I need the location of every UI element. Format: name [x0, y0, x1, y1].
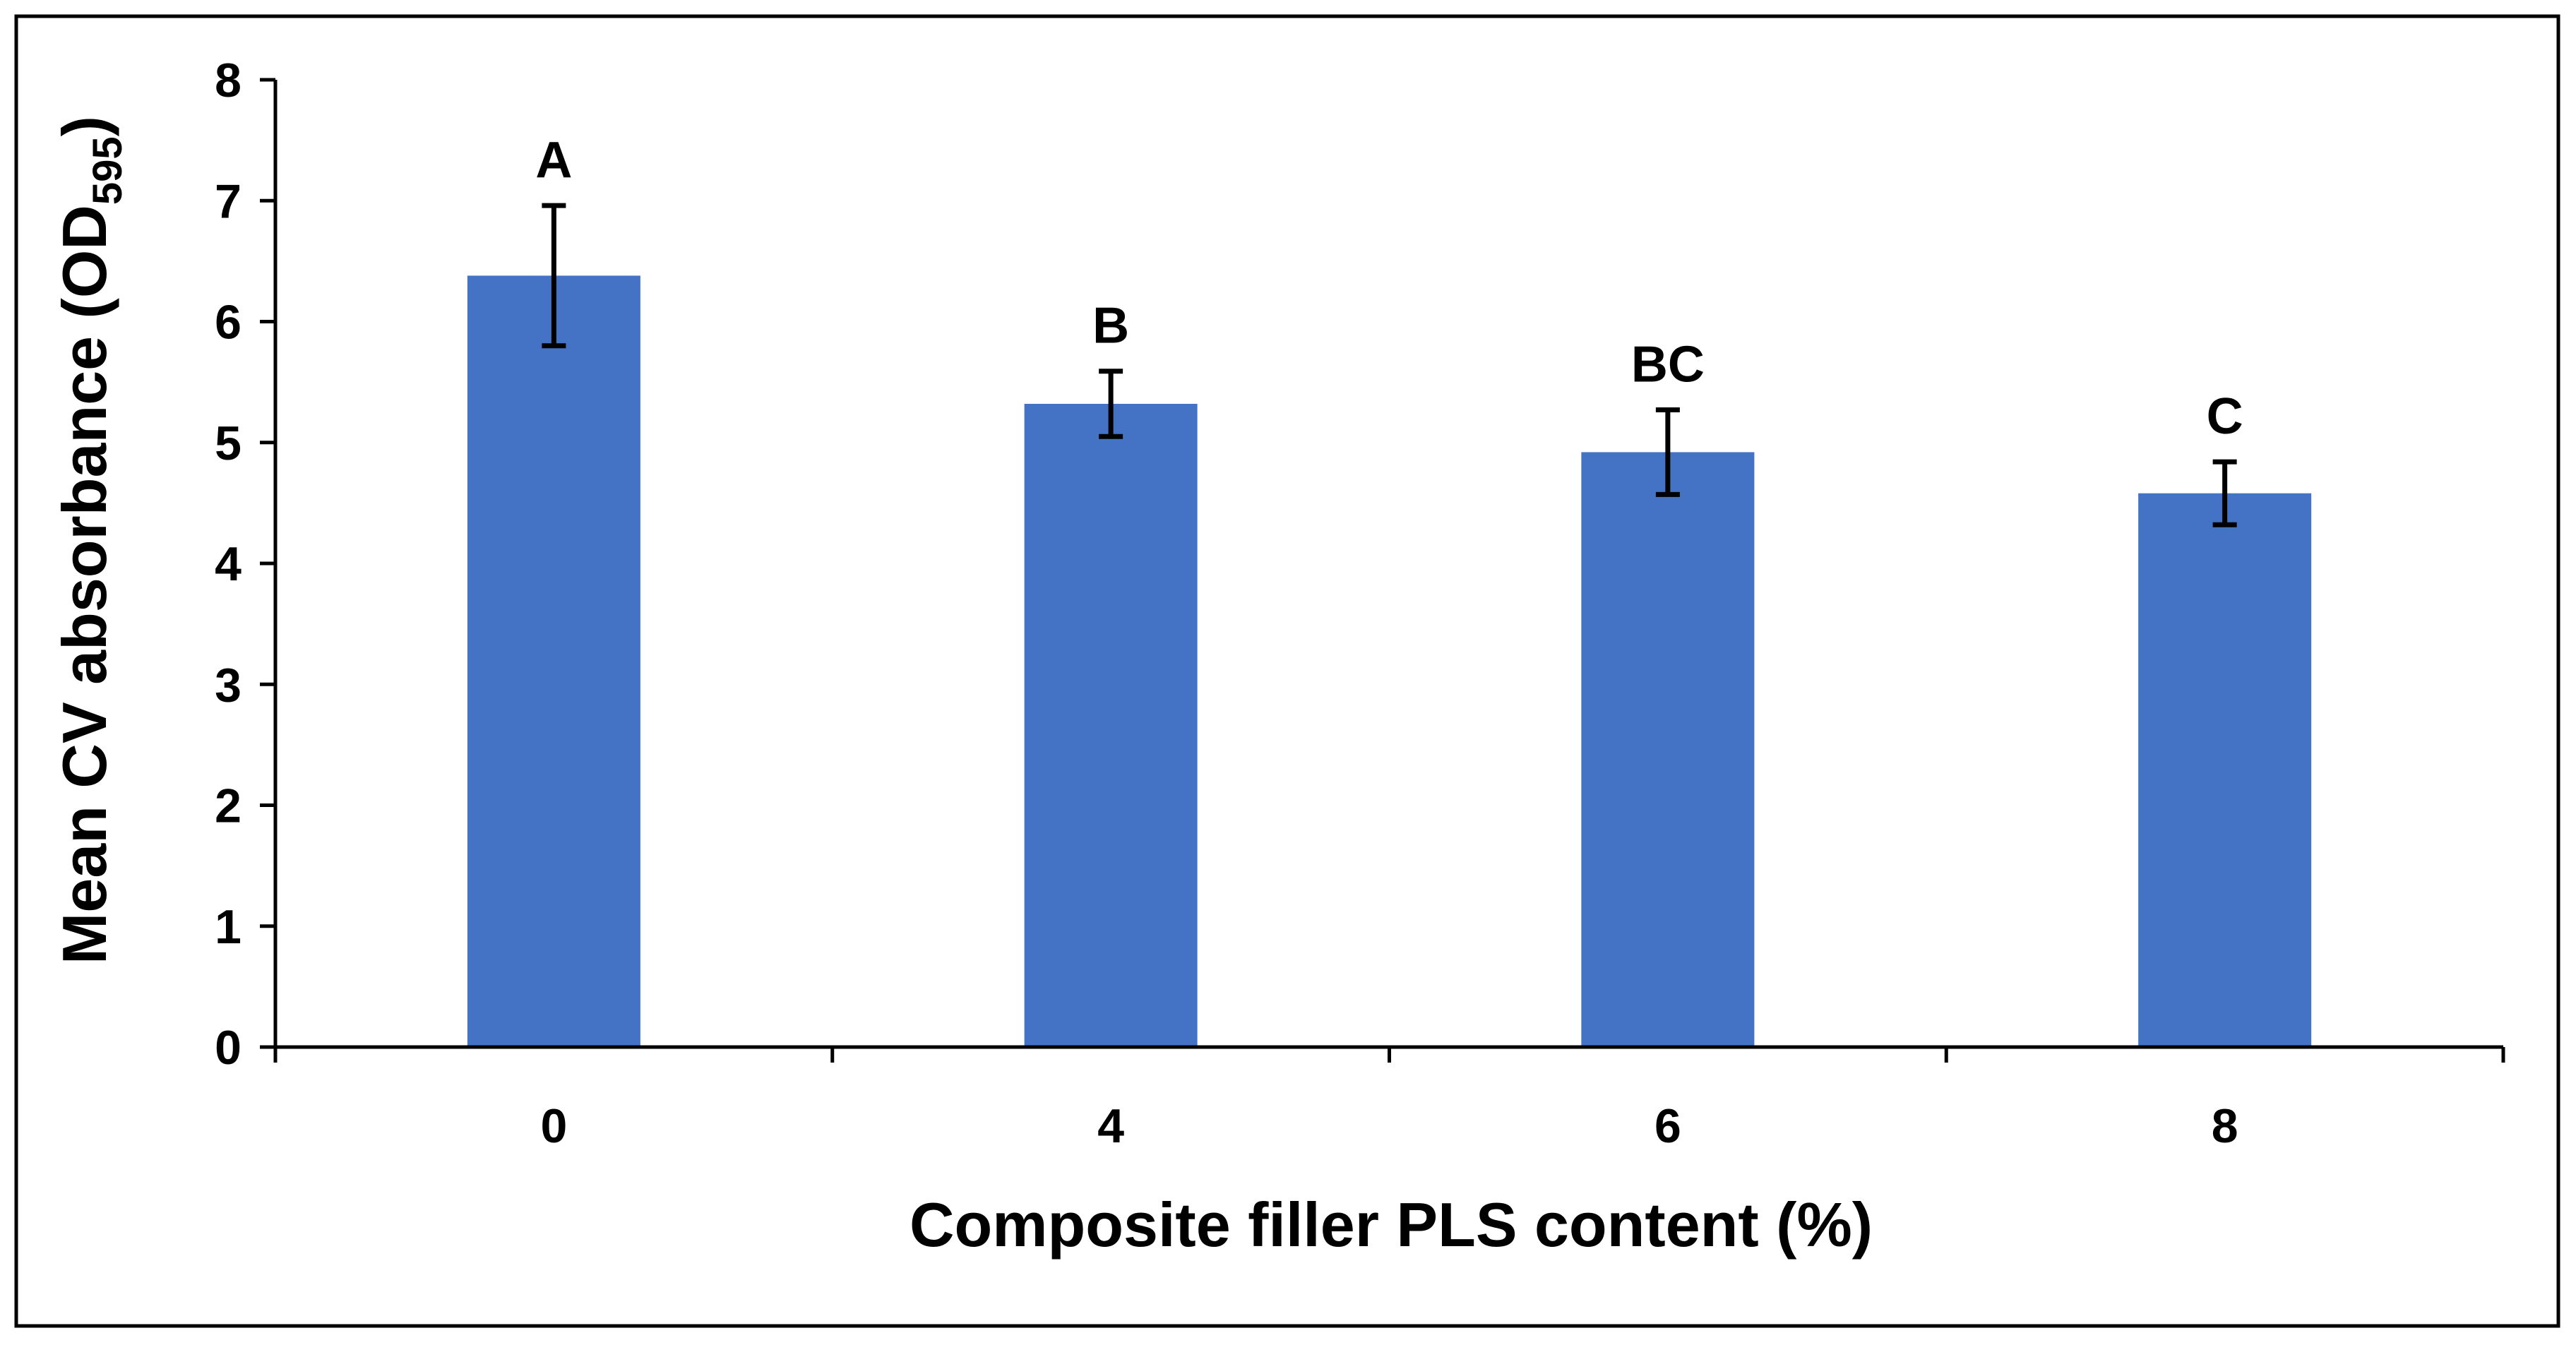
x-tick-label: 8: [2212, 1099, 2238, 1153]
x-tick-label: 6: [1654, 1099, 1681, 1153]
bars-layer: [467, 275, 2312, 1047]
y-axis-title-subscript: 595: [85, 136, 131, 205]
significance-labels-layer: A B BC C: [535, 132, 2243, 445]
significance-label: C: [2207, 388, 2243, 445]
bar: [467, 275, 640, 1047]
y-tick-label: 2: [215, 779, 242, 833]
error-bars-layer: [542, 203, 2237, 527]
error-bar: [542, 203, 566, 349]
y-axis-ticks: 0 1 2 3 4 5 6 7 8: [215, 54, 275, 1075]
chart-frame: [14, 14, 2560, 1328]
bar: [2138, 493, 2312, 1047]
x-axis-title: Composite filler PLS content (%): [910, 1190, 1873, 1260]
error-bar: [2212, 459, 2237, 527]
x-tick-label: 4: [1097, 1099, 1124, 1153]
y-tick-label: 5: [215, 417, 242, 470]
y-tick-label: 3: [215, 658, 242, 712]
significance-label: A: [535, 132, 572, 189]
y-tick-label: 7: [215, 174, 242, 228]
y-tick-label: 6: [215, 296, 242, 349]
y-axis-title-main: Mean CV absorbance (OD: [49, 205, 119, 964]
bar: [1581, 452, 1755, 1047]
y-tick-label: 1: [215, 900, 242, 954]
error-bar: [1655, 407, 1680, 497]
y-tick-label: 8: [215, 54, 242, 107]
y-axis-title-close: ): [49, 116, 119, 136]
x-tick-label: 0: [540, 1099, 567, 1153]
significance-label: B: [1092, 298, 1129, 354]
x-axis-ticks: 0 4 6 8: [273, 1047, 2505, 1153]
y-axis-title: Mean CV absorbance (OD595): [49, 116, 131, 964]
error-bar: [1099, 369, 1123, 439]
y-tick-label: 0: [215, 1021, 242, 1075]
y-tick-label: 4: [215, 537, 242, 591]
bar: [1024, 403, 1198, 1047]
significance-label: BC: [1631, 337, 1705, 393]
